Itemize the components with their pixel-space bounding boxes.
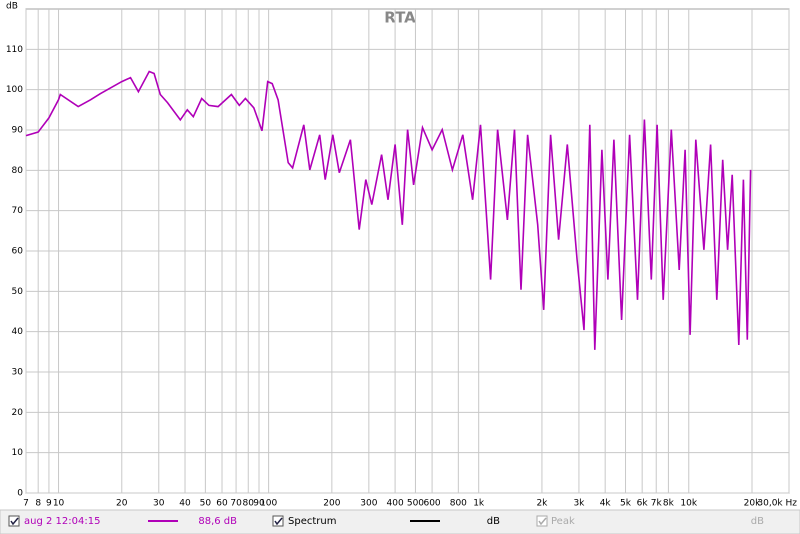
check-mark — [10, 517, 19, 526]
legend-entry: aug 2 12:04:15 — [24, 516, 100, 527]
x-tick-label: 1k — [473, 499, 485, 509]
x-tick-label: 4k — [600, 499, 612, 509]
x-tick-label: 20k — [744, 499, 761, 509]
y-tick-label: 90 — [12, 126, 24, 136]
y-tick-label: 60 — [12, 247, 24, 257]
x-tick-label: 30,0k Hz — [757, 499, 797, 509]
y-tick-label: 80 — [12, 166, 24, 176]
x-tick-label: 8k — [663, 499, 675, 509]
peak-unit: dB — [751, 516, 764, 527]
legend-bar — [0, 509, 800, 534]
x-tick-label: 200 — [323, 499, 340, 509]
x-tick-label: 7k — [651, 499, 663, 509]
x-tick-label: 600 — [423, 499, 440, 509]
series-line — [25, 70, 752, 350]
x-tick-label: 70 — [230, 499, 242, 509]
peak-checkbox[interactable] — [536, 515, 548, 527]
y-tick-label: 100 — [6, 85, 23, 95]
y-tick-label: 70 — [12, 206, 24, 216]
x-tick-label: 10k — [680, 499, 697, 509]
background — [0, 0, 800, 510]
series-checkbox[interactable] — [8, 515, 20, 527]
spectrum-label: Spectrum — [288, 516, 336, 527]
y-tick-label: 110 — [6, 45, 23, 55]
check-mark — [538, 517, 547, 526]
x-tick-label: 9 — [46, 499, 52, 509]
x-tick-label: 60 — [216, 499, 228, 509]
cursor-value: 88,6 dB — [198, 516, 237, 527]
peak-label: Peak — [551, 516, 575, 527]
y-tick-label: 20 — [12, 408, 24, 418]
x-tick-label: 5k — [620, 499, 632, 509]
x-tick-label: 30 — [153, 499, 165, 509]
x-tick-label: 2k — [536, 499, 548, 509]
y-tick-label: 30 — [12, 368, 24, 378]
x-tick-label: 8 — [35, 499, 41, 509]
spectrum-unit: dB — [487, 516, 500, 527]
x-tick-label: 100 — [260, 499, 277, 509]
x-tick-label: 90 — [253, 499, 265, 509]
x-tick-label: 50 — [200, 499, 212, 509]
x-tick-label: 80 — [243, 499, 255, 509]
x-tick-label: 20 — [116, 499, 128, 509]
x-tick-label: 300 — [360, 499, 377, 509]
check-mark — [274, 517, 283, 526]
x-tick-label: 800 — [450, 499, 467, 509]
x-tick-label: 3k — [573, 499, 585, 509]
spectrum-checkbox[interactable] — [272, 515, 284, 527]
x-tick-label: 7 — [23, 499, 29, 509]
y-tick-label: 0 — [17, 489, 23, 499]
x-tick-label: 400 — [387, 499, 404, 509]
y-tick-label: 10 — [12, 448, 24, 458]
x-tick-label: 40 — [179, 499, 191, 509]
x-tick-label: 6k — [637, 499, 649, 509]
chart-title: RTA — [384, 9, 416, 27]
y-tick-label: 50 — [12, 287, 24, 297]
y-tick-label: 40 — [12, 327, 24, 337]
x-tick-label: 10 — [53, 499, 65, 509]
y-axis-label: dB — [6, 2, 18, 12]
x-tick-label: 500 — [407, 499, 424, 509]
